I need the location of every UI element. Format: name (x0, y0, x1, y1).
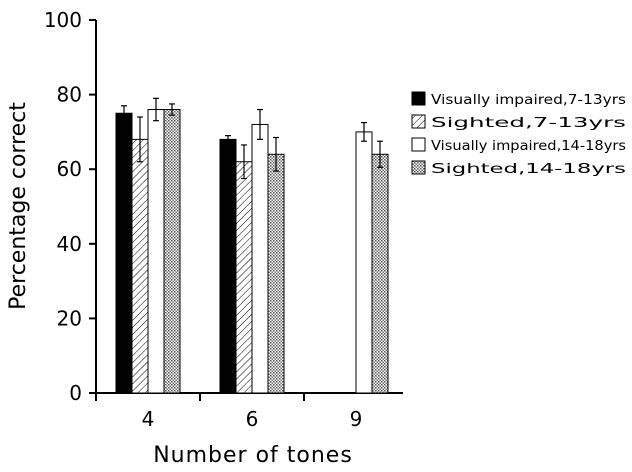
bar (267, 153, 285, 394)
legend-swatch (411, 160, 426, 175)
y-axis-label: Percentage correct (6, 102, 31, 310)
legend: Visually impaired,7-13yrs Sighted,7-13yrs… (411, 91, 626, 177)
y-tick-label: 80 (57, 83, 82, 107)
y-ticks: 0 20 40 60 80 100 (44, 8, 96, 405)
x-tick-label: 6 (246, 407, 259, 431)
legend-swatch (411, 91, 426, 106)
legend-label: Sighted,14-18yrs (431, 162, 626, 177)
x-ticks: 4 6 9 (95, 393, 363, 431)
bar (147, 109, 165, 394)
legend-swatch (411, 114, 426, 129)
y-tick-label: 40 (57, 232, 82, 256)
bar (355, 131, 373, 394)
bar (219, 138, 237, 394)
x-tick-label: 9 (350, 407, 363, 431)
bar (163, 109, 181, 394)
y-tick-label: 0 (69, 381, 82, 405)
bar (251, 123, 269, 394)
bars (115, 109, 389, 394)
legend-label: Sighted,7-13yrs (431, 116, 626, 131)
bar (115, 112, 133, 394)
y-tick-label: 100 (44, 8, 82, 32)
y-tick-label: 60 (57, 157, 82, 181)
error-bars (121, 97, 383, 180)
y-tick-label: 20 (57, 306, 82, 330)
legend-swatch (411, 137, 426, 152)
bar (131, 138, 149, 394)
legend-label: Visually impaired,7-13yrs (431, 93, 626, 108)
legend-label: Visually impaired,14-18yrs (431, 139, 626, 154)
bar (235, 161, 253, 394)
x-axis-label: Number of tones (153, 443, 353, 468)
bar (371, 153, 389, 394)
x-tick-label: 4 (142, 407, 155, 431)
